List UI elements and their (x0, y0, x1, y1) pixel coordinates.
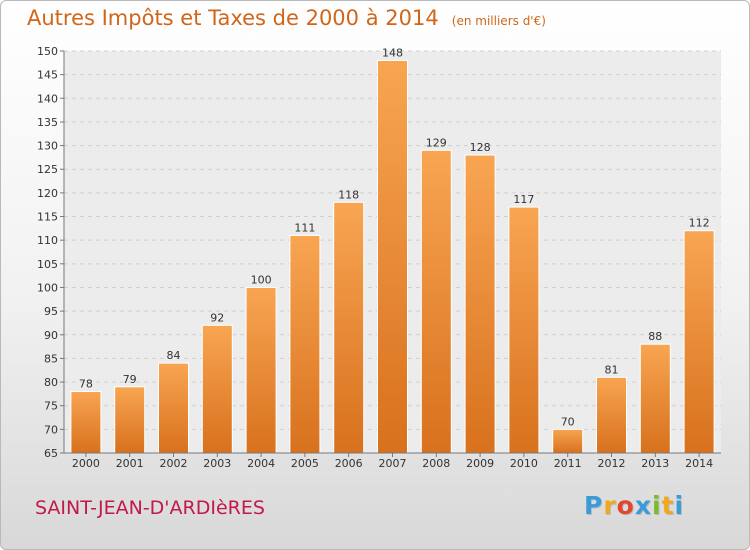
x-tick-label: 2014 (685, 457, 713, 470)
x-tick-label: 2001 (116, 457, 144, 470)
logo-letter: x (634, 491, 652, 520)
bar-2001 (114, 386, 146, 454)
logo-letter: t (661, 491, 675, 520)
value-label: 117 (513, 193, 534, 206)
x-tick-label: 2009 (466, 457, 494, 470)
value-labels: 78 79 84 92 100 111 118 148 129 128 117 70 81 88 112 (79, 46, 710, 428)
value-label: 148 (382, 46, 403, 59)
value-label: 84 (167, 349, 181, 362)
bar-2005 (289, 234, 321, 454)
y-tick-label: 80 (44, 376, 58, 389)
value-label: 128 (470, 141, 491, 154)
value-label: 118 (338, 188, 359, 201)
value-label: 100 (251, 273, 272, 286)
y-tick-label: 145 (37, 69, 58, 82)
bar-2006 (333, 201, 365, 454)
chart-subtitle: (en milliers d'€) (451, 14, 546, 28)
x-tick-label: 2005 (291, 457, 319, 470)
bars (70, 59, 715, 454)
chart-header: Autres Impôts et Taxes de 2000 à 2014 (e… (27, 6, 546, 30)
x-tick-label: 2000 (72, 457, 100, 470)
logo-letter: i (652, 491, 662, 520)
x-tick-label: 2004 (247, 457, 275, 470)
logo-letter: i (674, 491, 685, 520)
value-label: 79 (123, 373, 137, 386)
y-tick-label: 130 (37, 140, 58, 153)
value-label: 129 (426, 136, 447, 149)
x-tick-label: 2013 (641, 457, 669, 470)
chart-title: Autres Impôts et Taxes de 2000 à 2014 (27, 6, 439, 30)
y-tick-label: 135 (37, 116, 58, 129)
proxiti-logo: Proxiti (584, 491, 684, 520)
y-tick-label: 110 (37, 234, 58, 247)
x-tick-label: 2010 (510, 457, 538, 470)
y-tick-label: 85 (44, 352, 58, 365)
x-tick-label: 2011 (554, 457, 582, 470)
bar-2010 (508, 206, 540, 454)
axes: 65 70 75 80 85 90 95 100 105 110 115 120 125 130 135 14… (37, 45, 721, 470)
y-tick-label: 70 (44, 423, 58, 436)
y-tick-label: 75 (44, 400, 58, 413)
logo-letter: r (603, 491, 617, 520)
value-label: 112 (689, 217, 710, 230)
x-tick-label: 2007 (379, 457, 407, 470)
value-label: 78 (79, 378, 93, 391)
y-tick-label: 150 (37, 45, 58, 58)
value-label: 88 (648, 330, 662, 343)
value-label: 70 (561, 415, 575, 428)
bar-2007 (377, 59, 408, 454)
y-tick-label: 65 (44, 447, 58, 460)
bar-2000 (70, 391, 102, 454)
value-label: 81 (605, 363, 619, 376)
commune-name: SAINT-JEAN-D'ARDIèRES (35, 497, 265, 519)
x-tick-label: 2003 (203, 457, 231, 470)
x-tick-label: 2012 (598, 457, 626, 470)
x-tick-label: 2002 (160, 457, 188, 470)
y-tick-label: 95 (44, 305, 58, 318)
x-tick-label: 2008 (422, 457, 450, 470)
y-tick-label: 125 (37, 163, 58, 176)
bar-2013 (639, 343, 671, 454)
logo-letter: o (616, 491, 635, 520)
y-tick-label: 105 (37, 258, 58, 271)
value-label: 111 (294, 221, 315, 234)
y-tick-label: 115 (37, 211, 58, 224)
x-tick-label: 2006 (335, 457, 363, 470)
bar-2008 (420, 149, 452, 454)
y-tick-label: 100 (37, 281, 58, 294)
y-tick-label: 120 (37, 187, 58, 200)
bar-2011 (552, 428, 584, 454)
bar-2014 (683, 230, 715, 454)
logo-letter: P (584, 491, 604, 520)
value-label: 92 (210, 311, 224, 324)
bar-2002 (158, 362, 189, 454)
bar-2009 (464, 154, 496, 454)
y-tick-label: 90 (44, 329, 58, 342)
y-tick-label: 140 (37, 92, 58, 105)
bar-2003 (201, 324, 233, 454)
bar-2004 (245, 286, 277, 454)
bar-2012 (596, 376, 627, 454)
